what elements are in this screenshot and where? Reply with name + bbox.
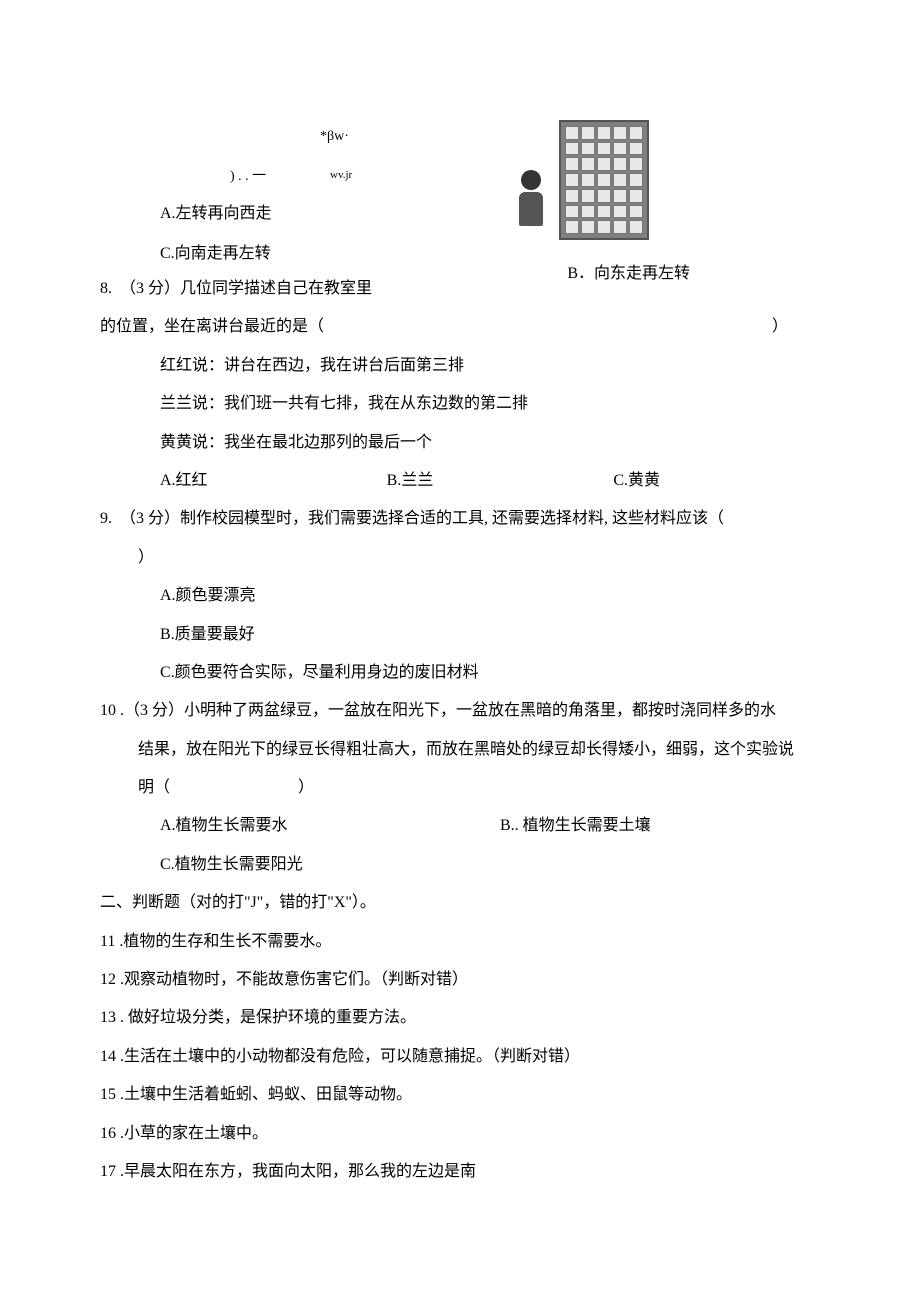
q7-option-c: C.向南走再左转 [160,235,271,273]
q10-option-c: C.植物生长需要阳光 [100,846,840,884]
frag-text-2a: ) . . 一 [230,160,266,194]
q10-stem-line2: 结果，放在阳光下的绿豆长得粗壮高大，而放在黑暗处的绿豆却长得矮小，细弱，这个实验… [100,731,840,769]
exam-page: *βw· ) . . 一 wv.jr A.左转再向西走 C.向南走再左转 B．向… [0,0,920,1301]
q8-huang: 黄黄说：我坐在最北边那列的最后一个 [100,424,840,462]
frag-text-1: *βw· [320,120,349,154]
q12: 12 .观察动植物时，不能故意伤害它们。（判断对错） [100,961,840,999]
q7-fragment-block: *βw· ) . . 一 wv.jr A.左转再向西走 C.向南走再左转 B．向… [100,120,840,270]
q8-stem-line1: 8. （3 分）几位同学描述自己在教室里 [100,270,840,308]
q9-option-c: C.颜色要符合实际，尽量利用身边的废旧材料 [100,654,840,692]
q8-option-c: C.黄黄 [613,462,840,500]
q8-stem-text-1: 8. （3 分）几位同学描述自己在教室里 [100,280,372,297]
q13: 13 . 做好垃圾分类，是保护环境的重要方法。 [100,999,840,1037]
q7-figure [480,110,680,240]
q9-option-b: B.质量要最好 [100,616,840,654]
q9-stem-line1: 9. （3 分）制作校园模型时，我们需要选择合适的工具, 还需要选择材料, 这些… [100,500,840,538]
q14: 14 .生活在土壤中的小动物都没有危险，可以随意捕捉。（判断对错） [100,1038,840,1076]
q17: 17 .早晨太阳在东方，我面向太阳，那么我的左边是南 [100,1153,840,1191]
q16: 16 .小草的家在土壤中。 [100,1115,840,1153]
q8-close-bracket: ） [772,318,788,335]
q8-options: A.红红 B.兰兰 C.黄黄 [100,462,840,500]
building-icon [559,120,649,240]
q8-lan: 兰兰说：我们班一共有七排，我在从东边数的第二排 [100,385,840,423]
q7-option-a: A.左转再向西走 [160,195,272,233]
section-2-title: 二、判断题（对的打"J"，错的打"X"）。 [100,884,840,922]
q10-close-bracket: ） [298,779,314,796]
q9-option-a: A.颜色要漂亮 [100,577,840,615]
q7-option-b: B．向东走再左转 [567,255,690,293]
q10-option-b: B.. 植物生长需要土壤 [500,807,840,845]
q9-stem-line2: ） [100,539,840,577]
q10-stem-line3: 明（ ） [100,769,840,807]
q11: 11 .植物的生存和生长不需要水。 [100,923,840,961]
q8-hong: 红红说：讲台在西边，我在讲台后面第三排 [100,347,840,385]
frag-text-2b: wv.jr [330,162,352,188]
q8-stem-line2: 的位置，坐在离讲台最近的是（ ） [100,308,840,346]
q10-option-a: A.植物生长需要水 [160,807,500,845]
person-icon [511,170,551,240]
q10-stem-text-3: 明（ [138,779,170,796]
q8-option-a: A.红红 [160,462,387,500]
q10-stem-line1: 10 .（3 分）小明种了两盆绿豆，一盆放在阳光下，一盆放在黑暗的角落里，都按时… [100,692,840,730]
q8-stem-text-2: 的位置，坐在离讲台最近的是（ [100,318,324,335]
q15: 15 .土壤中生活着蚯蚓、蚂蚁、田鼠等动物。 [100,1076,840,1114]
q8-option-b: B.兰兰 [387,462,614,500]
q10-options-row1: A.植物生长需要水 B.. 植物生长需要土壤 [100,807,840,845]
